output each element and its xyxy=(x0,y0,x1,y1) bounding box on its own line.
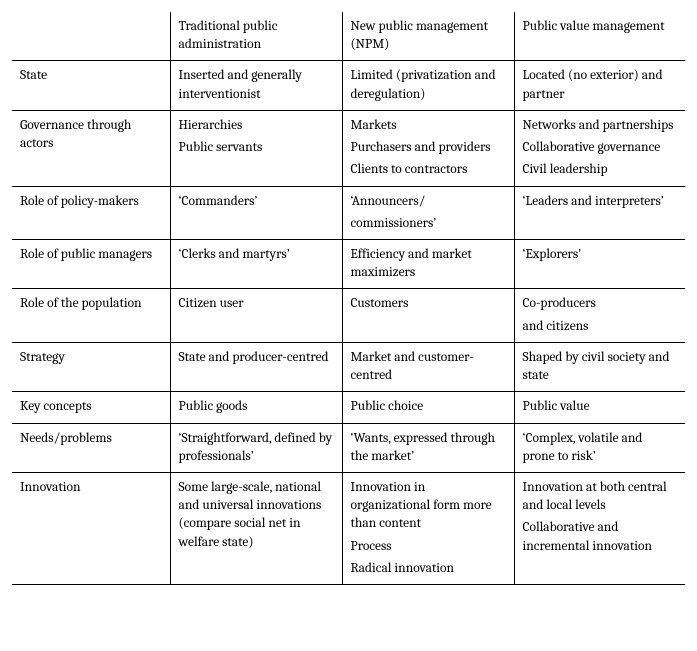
row-label: Innovation xyxy=(12,472,170,584)
cell-pvm: Co-producers and citizens xyxy=(514,289,685,342)
row-label: Needs/problems xyxy=(12,423,170,472)
cell-trad: Some large-scale, national and universal… xyxy=(170,472,342,584)
table-row: Role of the population Citizen user Cust… xyxy=(12,289,685,342)
row-label: Key concepts xyxy=(12,392,170,423)
cell-npm: Markets Purchasers and providers Clients… xyxy=(342,110,514,186)
cell-trad: ‘Commanders’ xyxy=(170,186,342,239)
cell-line: Hierarchies xyxy=(179,117,334,135)
cell-trad: ‘Clerks and martyrs’ xyxy=(170,239,342,288)
cell-npm: Public choice xyxy=(342,392,514,423)
cell-line: Public servants xyxy=(179,139,334,157)
cell-line: Markets xyxy=(351,117,506,135)
cell-trad: ‘Straightforward, defined by professiona… xyxy=(170,423,342,472)
cell-npm: Customers xyxy=(342,289,514,342)
cell-pvm: Located (no exterior) and partner xyxy=(514,61,685,110)
cell-npm: ‘Wants, expressed through the market’ xyxy=(342,423,514,472)
row-label: Role of policy-makers xyxy=(12,186,170,239)
cell-line: Co-producers xyxy=(523,295,678,313)
table-row: Innovation Some large-scale, national an… xyxy=(12,472,685,584)
cell-pvm: Networks and partnerships Collaborative … xyxy=(514,110,685,186)
comparison-table: Traditional public administration New pu… xyxy=(12,12,685,585)
cell-line: Networks and partnerships xyxy=(523,117,678,135)
table-row: Role of public managers ‘Clerks and mart… xyxy=(12,239,685,288)
cell-trad: Inserted and generally interventionist xyxy=(170,61,342,110)
cell-line: Collaborative governance xyxy=(523,139,678,157)
cell-line: Radical innovation xyxy=(351,560,506,578)
header-cell-pvm: Public value management xyxy=(514,12,685,61)
cell-trad: Public goods xyxy=(170,392,342,423)
table-row: Key concepts Public goods Public choice … xyxy=(12,392,685,423)
cell-trad: State and producer-centred xyxy=(170,342,342,391)
cell-line: Clients to contractors xyxy=(351,161,506,179)
cell-line: commissioners’ xyxy=(351,215,506,233)
table-row: Strategy State and producer-centred Mark… xyxy=(12,342,685,391)
cell-npm: Market and customer-centred xyxy=(342,342,514,391)
cell-pvm: Public value xyxy=(514,392,685,423)
table-row: State Inserted and generally interventio… xyxy=(12,61,685,110)
cell-npm: Innovation in organizational form more t… xyxy=(342,472,514,584)
cell-npm: Limited (privatization and deregulation) xyxy=(342,61,514,110)
cell-pvm: ‘Complex, volatile and prone to risk’ xyxy=(514,423,685,472)
cell-pvm: ‘Explorers’ xyxy=(514,239,685,288)
row-label: Role of the population xyxy=(12,289,170,342)
cell-pvm: Innovation at both central and local lev… xyxy=(514,472,685,584)
row-label: Role of public managers xyxy=(12,239,170,288)
row-label: State xyxy=(12,61,170,110)
cell-line: Collaborative and incremental innovation xyxy=(523,519,678,555)
cell-npm: Efficiency and market maximizers xyxy=(342,239,514,288)
row-label: Strategy xyxy=(12,342,170,391)
table-row: Role of policy-makers ‘Commanders’ ‘Anno… xyxy=(12,186,685,239)
cell-line: ‘Announcers/ xyxy=(351,193,506,211)
cell-line: and citizens xyxy=(523,318,678,336)
cell-pvm: ‘Leaders and interpreters’ xyxy=(514,186,685,239)
cell-line: Purchasers and providers xyxy=(351,139,506,157)
row-label: Governance through actors xyxy=(12,110,170,186)
table-header-row: Traditional public administration New pu… xyxy=(12,12,685,61)
cell-line: Innovation in organizational form more t… xyxy=(351,479,506,534)
cell-trad: Hierarchies Public servants xyxy=(170,110,342,186)
table-row: Needs/problems ‘Straightforward, defined… xyxy=(12,423,685,472)
header-cell-npm: New public management (NPM) xyxy=(342,12,514,61)
cell-line: Process xyxy=(351,538,506,556)
cell-pvm: Shaped by civil society and state xyxy=(514,342,685,391)
header-cell-trad: Traditional public administration xyxy=(170,12,342,61)
cell-line: Innovation at both central and local lev… xyxy=(523,479,678,515)
cell-trad: Citizen user xyxy=(170,289,342,342)
header-cell-empty xyxy=(12,12,170,61)
cell-npm: ‘Announcers/ commissioners’ xyxy=(342,186,514,239)
cell-line: Civil leadership xyxy=(523,161,678,179)
table-row: Governance through actors Hierarchies Pu… xyxy=(12,110,685,186)
